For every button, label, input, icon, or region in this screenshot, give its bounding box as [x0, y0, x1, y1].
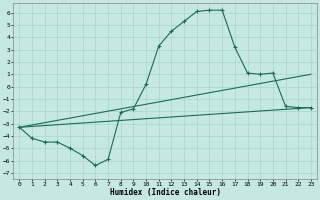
X-axis label: Humidex (Indice chaleur): Humidex (Indice chaleur)	[110, 188, 220, 197]
